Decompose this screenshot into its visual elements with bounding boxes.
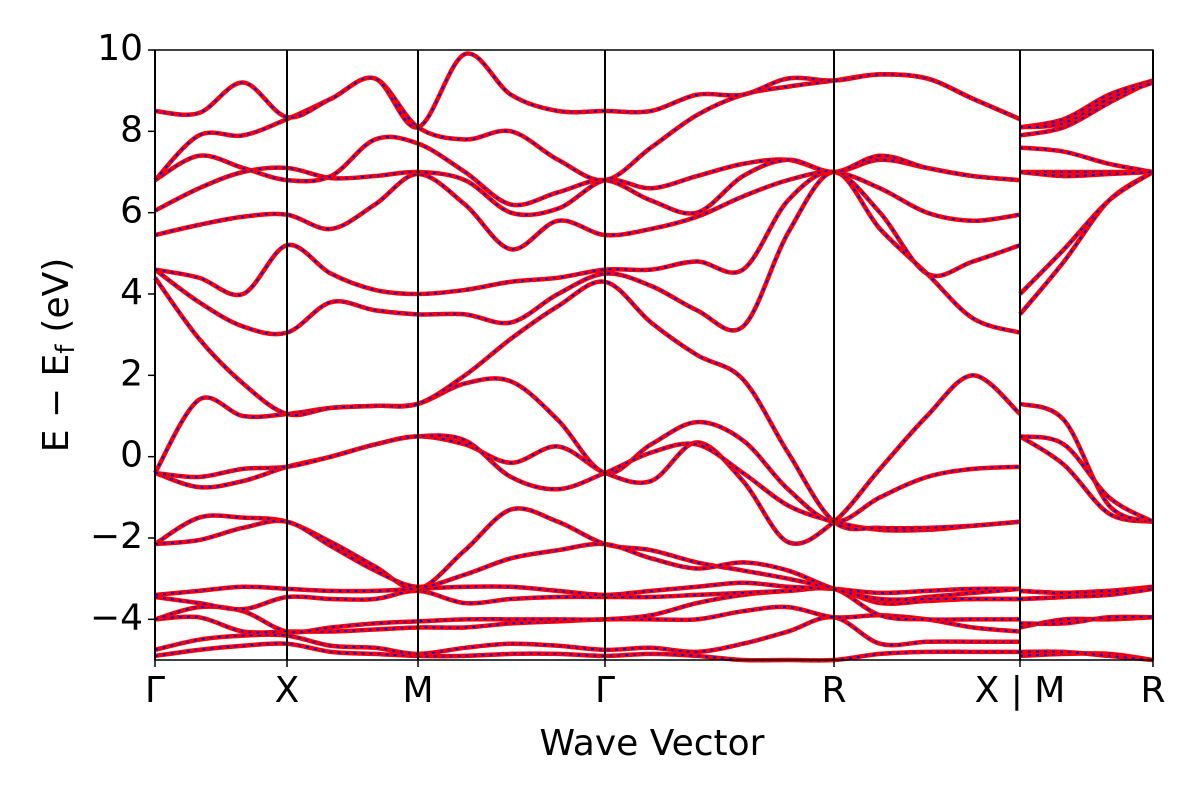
band-line (154, 145, 1154, 252)
y-label-main: E − E (36, 354, 77, 453)
band-line (153, 170, 1155, 532)
x-tick-label: Γ (595, 670, 615, 711)
band-line (154, 169, 1153, 298)
band-dash (154, 586, 1154, 634)
band-dash (154, 146, 1154, 251)
band-line (154, 51, 1154, 130)
y-label-unit: (eV) (36, 258, 77, 333)
plot-frame (154, 49, 1154, 661)
band-dash (154, 135, 1154, 215)
x-tick-label: X | M (975, 670, 1066, 711)
band-dash (154, 170, 1154, 336)
x-tick-label: M (402, 670, 433, 711)
band-line (153, 72, 1154, 183)
band-line (154, 373, 1154, 546)
y-tick-label: 10 (97, 28, 143, 69)
band-dash (154, 73, 1154, 182)
band-dash (154, 171, 1154, 531)
band-dash (154, 374, 1154, 545)
x-tick-label: Γ (145, 670, 165, 711)
y-tick-label: 0 (120, 435, 143, 476)
x-tick-label: R (1140, 670, 1165, 711)
y-tick-label: −4 (90, 597, 143, 638)
band-dash (154, 616, 1154, 661)
y-tick-label: 8 (120, 109, 143, 150)
band-dash (154, 170, 1153, 297)
band-dash (154, 52, 1154, 129)
y-tick-label: −2 (90, 516, 143, 557)
band-line (154, 585, 1154, 635)
x-tick-label: X (275, 670, 300, 711)
y-tick-label: 4 (120, 272, 143, 313)
y-tick-label: 2 (120, 353, 143, 394)
y-axis-label: E − Ef (eV) (36, 258, 81, 453)
x-tick-label: R (821, 670, 846, 711)
x-axis-label: Wave Vector (540, 723, 765, 764)
y-tick-label: 6 (120, 191, 143, 232)
y-label-sub: f (51, 344, 81, 354)
band-dash (154, 519, 1154, 601)
band-dash (154, 434, 1154, 532)
band-dash (154, 377, 1154, 523)
band-dash (154, 79, 1154, 216)
band-line (154, 433, 1155, 533)
